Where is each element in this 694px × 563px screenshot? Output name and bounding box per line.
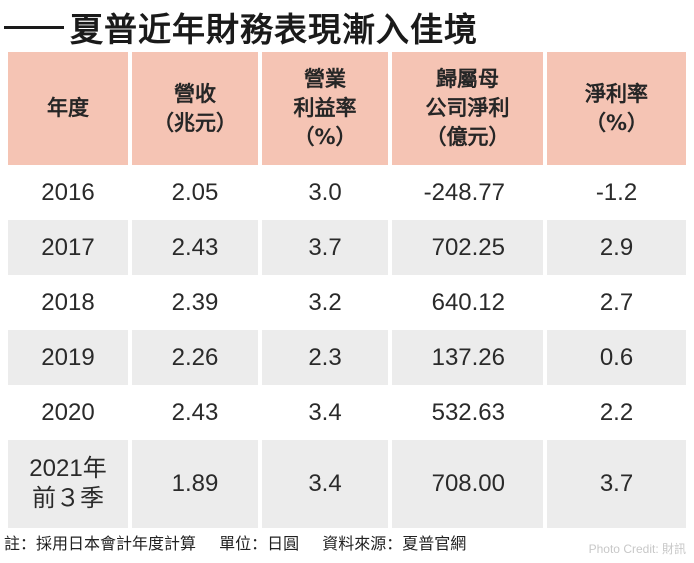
footnote: 註：採用日本會計年度計算 單位：日圓 資料來源：夏普官網 [4, 530, 484, 554]
cell-revenue: 2.43 [132, 220, 258, 275]
cell-operating-margin: 3.7 [262, 220, 388, 275]
cell-operating-margin: 3.4 [262, 440, 388, 528]
table-row: 2019 2.26 2.3 137.26 0.6 [8, 330, 686, 385]
header-operating-margin: 營業 利益率 （%） [262, 52, 388, 165]
cell-revenue: 2.26 [132, 330, 258, 385]
cell-year: 2021年 前３季 [8, 440, 128, 528]
table-row: 2017 2.43 3.7 702.25 2.9 [8, 220, 686, 275]
cell-net-income: 708.00 [392, 440, 543, 528]
header-net-margin: 淨利率 （%） [547, 52, 686, 165]
title-text: 夏普近年財務表現漸入佳境 [70, 10, 478, 49]
cell-operating-margin: 3.0 [308, 178, 342, 206]
cell-net-margin: 2.2 [599, 398, 634, 426]
table-row: 2020 2.43 3.4 532.63 2.2 [8, 385, 686, 440]
cell-year: 2017 [8, 220, 128, 275]
cell-operating-margin: 3.4 [308, 398, 342, 426]
cell-net-margin: 2.9 [547, 220, 686, 275]
cell-net-margin: -1.2 [595, 178, 638, 206]
cell-net-income: 640.12 [431, 288, 505, 316]
page-title: 夏普近年財務表現漸入佳境 [4, 6, 478, 49]
cell-year-line2: 前３季 [32, 485, 104, 512]
cell-year: 2018 [41, 288, 95, 316]
table-row: 2016 2.05 3.0 -248.77 -1.2 [8, 165, 686, 220]
footnote-source: 資料來源：夏普官網 [322, 534, 467, 553]
table-row: 2018 2.39 3.2 640.12 2.7 [8, 275, 686, 330]
title-dash [4, 25, 64, 29]
cell-revenue: 2.43 [171, 398, 219, 426]
footnote-accounting: 註：採用日本會計年度計算 [4, 534, 197, 553]
cell-year: 2020 [41, 398, 95, 426]
cell-net-margin: 3.7 [547, 440, 686, 528]
cell-revenue: 1.89 [132, 440, 258, 528]
header-net-income: 歸屬母 公司淨利 （億元） [392, 52, 543, 165]
cell-year: 2019 [8, 330, 128, 385]
cell-operating-margin: 2.3 [262, 330, 388, 385]
cell-net-income: 137.26 [392, 330, 543, 385]
photo-credit: Photo Credit: 財訊 [588, 542, 686, 556]
cell-year-line1: 2021年 [29, 455, 107, 482]
cell-net-income: 532.63 [431, 398, 505, 426]
table-row: 2021年 前３季 1.89 3.4 708.00 3.7 [8, 440, 686, 528]
header-revenue: 營收 （兆元） [132, 52, 258, 165]
cell-net-margin: 2.7 [599, 288, 634, 316]
cell-net-income: 702.25 [392, 220, 543, 275]
financial-table: 年度 營收 （兆元） 營業 利益率 （%） 歸屬母 公司淨利 （億元） 淨利率 （%） 20… [4, 52, 690, 528]
header-year: 年度 [8, 52, 128, 165]
cell-year: 2016 [41, 178, 95, 206]
cell-revenue: 2.39 [171, 288, 219, 316]
cell-revenue: 2.05 [171, 178, 219, 206]
table-header-row: 年度 營收 （兆元） 營業 利益率 （%） 歸屬母 公司淨利 （億元） 淨利率 （%） [8, 52, 686, 165]
cell-operating-margin: 3.2 [308, 288, 342, 316]
cell-net-income: -248.77 [423, 178, 505, 206]
cell-net-margin: 0.6 [547, 330, 686, 385]
footnote-unit: 單位：日圓 [219, 534, 300, 553]
